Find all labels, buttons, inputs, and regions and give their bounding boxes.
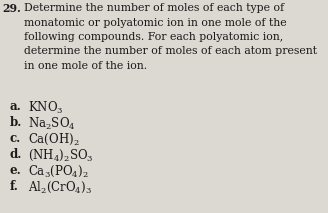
Text: $\mathregular{Na_2SO_4}$: $\mathregular{Na_2SO_4}$ <box>28 116 76 132</box>
Text: following compounds. For each polyatomic ion,: following compounds. For each polyatomic… <box>24 32 283 42</box>
Text: determine the number of moles of each atom present: determine the number of moles of each at… <box>24 46 317 56</box>
Text: 29.: 29. <box>2 3 21 14</box>
Text: $\mathregular{KNO_3}$: $\mathregular{KNO_3}$ <box>28 100 64 116</box>
Text: $\mathregular{Al_2(CrO_4)_3}$: $\mathregular{Al_2(CrO_4)_3}$ <box>28 180 92 195</box>
Text: monatomic or polyatomic ion in one mole of the: monatomic or polyatomic ion in one mole … <box>24 17 287 27</box>
Text: c.: c. <box>10 132 21 145</box>
Text: $\mathregular{Ca(OH)_2}$: $\mathregular{Ca(OH)_2}$ <box>28 132 80 147</box>
Text: $\mathregular{(NH_4)_2SO_3}$: $\mathregular{(NH_4)_2SO_3}$ <box>28 148 94 163</box>
Text: in one mole of the ion.: in one mole of the ion. <box>24 61 147 71</box>
Text: a.: a. <box>10 100 22 113</box>
Text: f.: f. <box>10 180 19 193</box>
Text: b.: b. <box>10 116 22 129</box>
Text: $\mathregular{Ca_3(PO_4)_2}$: $\mathregular{Ca_3(PO_4)_2}$ <box>28 164 89 179</box>
Text: d.: d. <box>10 148 22 161</box>
Text: e.: e. <box>10 164 22 177</box>
Text: Determine the number of moles of each type of: Determine the number of moles of each ty… <box>24 3 284 13</box>
